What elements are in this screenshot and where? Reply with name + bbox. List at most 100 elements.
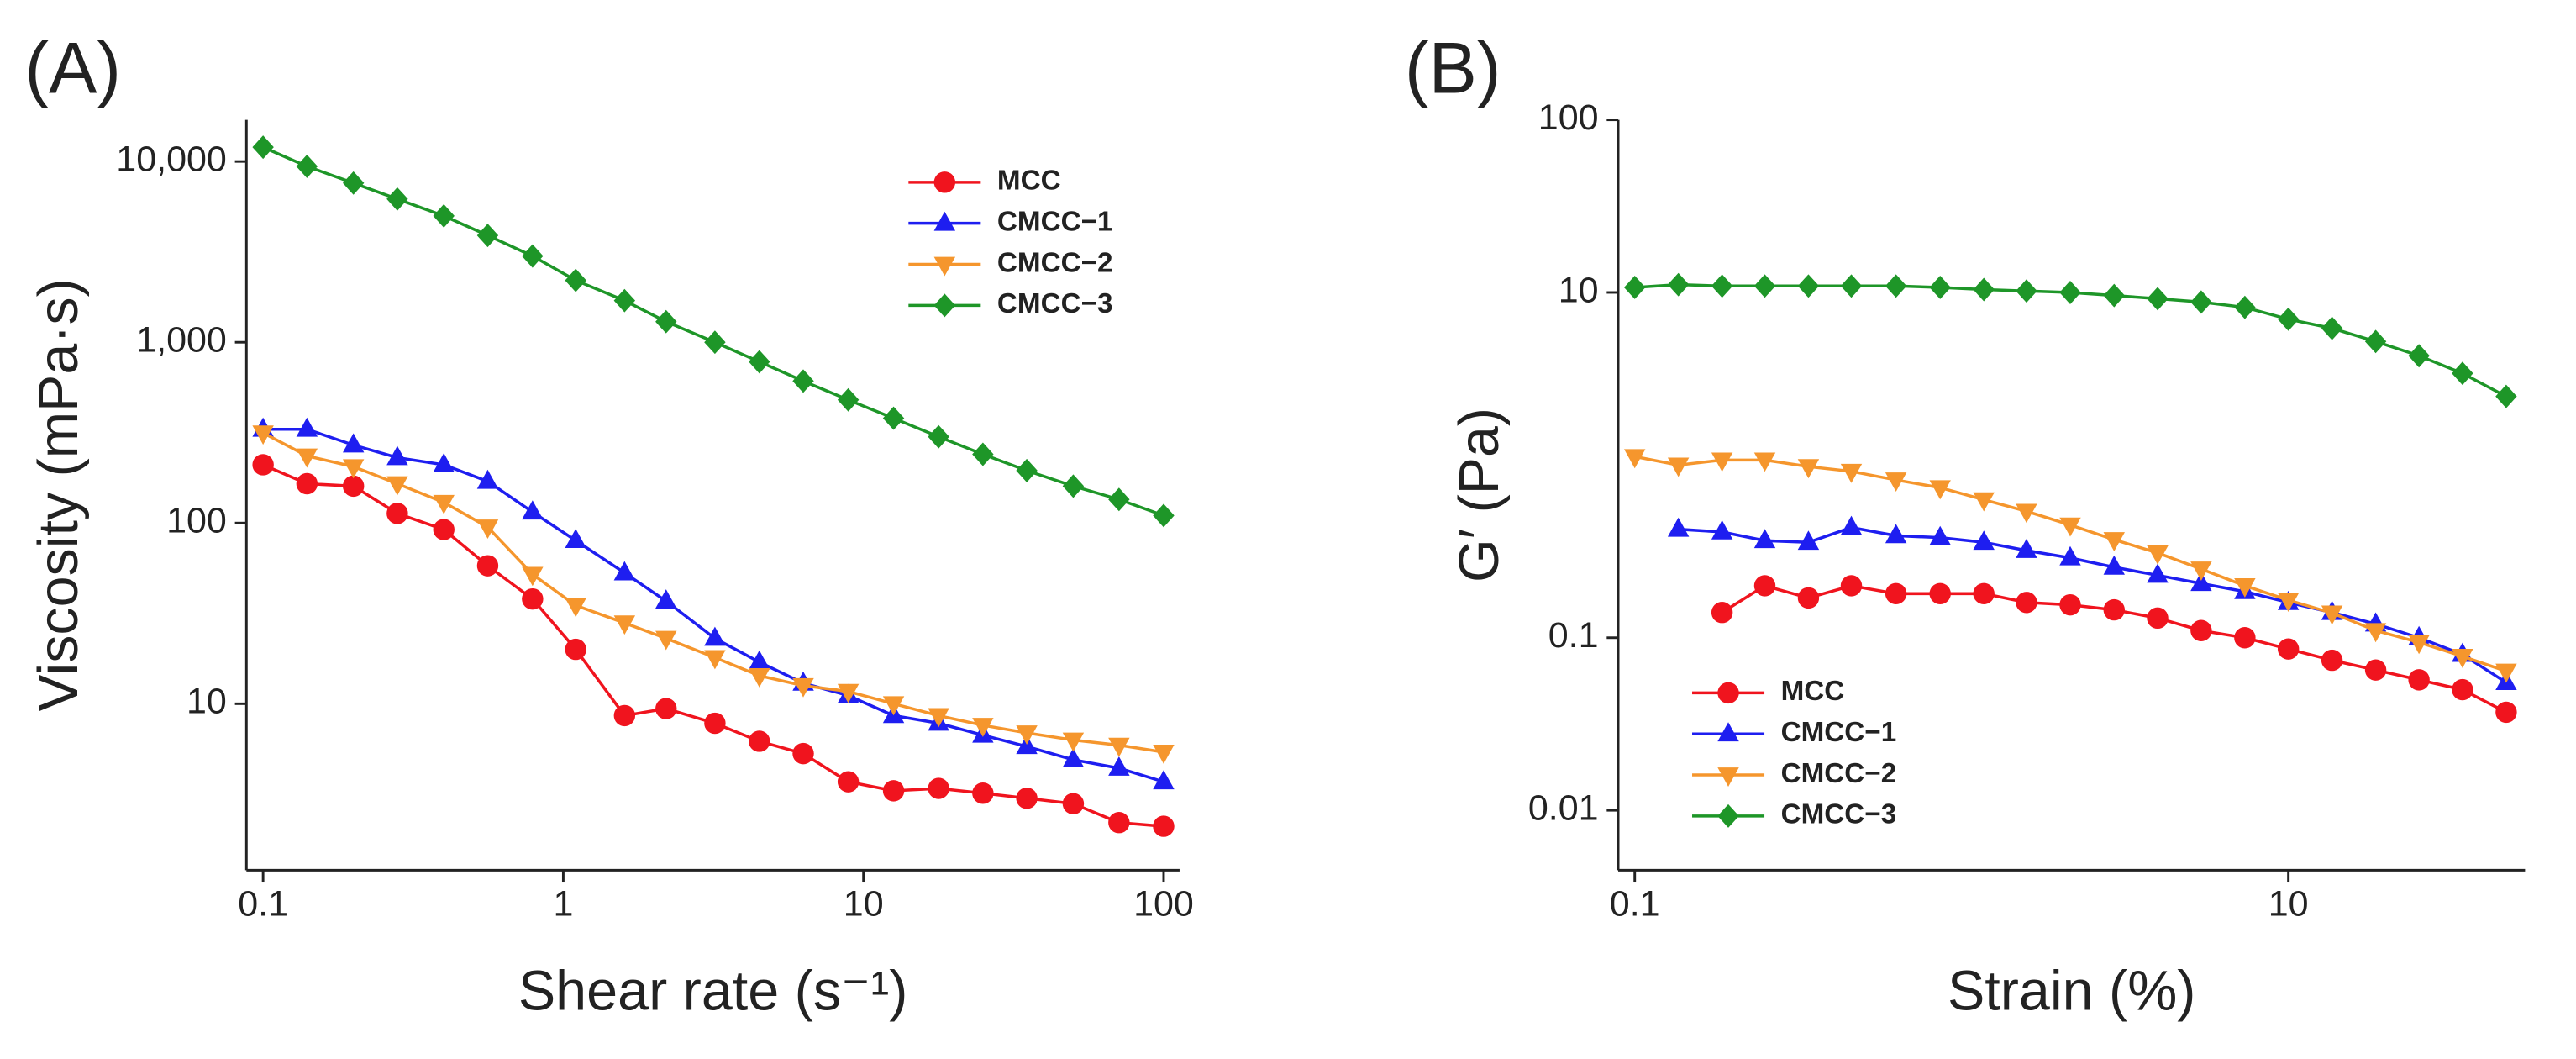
y-tick-label: 0.1 bbox=[1548, 615, 1599, 656]
marker bbox=[928, 708, 949, 728]
marker bbox=[655, 309, 677, 334]
x-tick-label: 10 bbox=[2268, 884, 2309, 925]
y-tick-label: 10 bbox=[187, 682, 227, 722]
marker bbox=[704, 712, 726, 735]
marker bbox=[882, 780, 905, 802]
marker bbox=[1062, 747, 1085, 767]
marker bbox=[2277, 593, 2300, 613]
marker bbox=[655, 630, 677, 651]
marker bbox=[252, 425, 274, 445]
marker bbox=[1840, 575, 1863, 597]
marker bbox=[2277, 638, 2300, 660]
marker bbox=[2190, 619, 2212, 641]
marker bbox=[1973, 530, 1995, 551]
marker bbox=[972, 442, 994, 466]
marker bbox=[613, 561, 636, 581]
y-tick-label: 10,000 bbox=[116, 140, 227, 180]
marker bbox=[2147, 563, 2169, 583]
marker bbox=[1153, 744, 1175, 764]
series-line bbox=[1678, 525, 2507, 684]
marker bbox=[704, 650, 726, 670]
marker bbox=[2059, 545, 2081, 566]
panel-label: (A) bbox=[24, 29, 121, 109]
marker bbox=[342, 433, 365, 453]
marker bbox=[2234, 627, 2256, 649]
marker bbox=[2408, 635, 2430, 655]
marker bbox=[2059, 593, 2081, 616]
marker bbox=[2147, 287, 2169, 311]
y-axis-label: G′ (Pa) bbox=[1448, 408, 1511, 582]
marker bbox=[1885, 524, 1907, 544]
marker bbox=[386, 476, 408, 496]
marker bbox=[2016, 592, 2037, 614]
x-tick-label: 10 bbox=[844, 884, 884, 925]
marker bbox=[386, 503, 408, 524]
marker bbox=[613, 615, 636, 635]
marker bbox=[296, 472, 318, 495]
marker bbox=[837, 771, 860, 793]
marker bbox=[565, 638, 586, 661]
marker bbox=[704, 330, 726, 355]
marker bbox=[1711, 452, 1733, 472]
marker bbox=[1108, 812, 1130, 834]
marker bbox=[1108, 756, 1130, 776]
marker bbox=[2103, 532, 2125, 552]
marker bbox=[433, 203, 455, 228]
marker bbox=[1016, 788, 1038, 809]
marker bbox=[1711, 274, 1733, 298]
marker bbox=[1840, 463, 1863, 483]
marker bbox=[2364, 623, 2387, 643]
legend-label: CMCC−3 bbox=[1781, 799, 1897, 830]
marker bbox=[2452, 361, 2473, 386]
marker bbox=[1929, 275, 1951, 299]
marker bbox=[2190, 572, 2212, 592]
panel-label: (B) bbox=[1405, 29, 1501, 109]
marker bbox=[1797, 587, 1820, 609]
marker bbox=[2495, 384, 2517, 408]
marker bbox=[1885, 472, 1907, 493]
marker bbox=[882, 406, 905, 430]
x-tick-label: 1 bbox=[553, 884, 573, 925]
marker bbox=[933, 211, 956, 231]
marker bbox=[1753, 529, 1776, 549]
marker bbox=[433, 519, 455, 540]
marker bbox=[2016, 503, 2037, 524]
marker bbox=[2234, 578, 2256, 598]
marker bbox=[972, 782, 994, 804]
marker bbox=[2059, 281, 2081, 304]
marker bbox=[933, 293, 956, 318]
marker bbox=[1711, 519, 1733, 540]
marker bbox=[1840, 274, 1863, 298]
marker bbox=[2103, 598, 2125, 621]
marker bbox=[433, 494, 455, 514]
marker bbox=[2364, 659, 2387, 681]
marker bbox=[2364, 329, 2387, 354]
marker bbox=[792, 677, 814, 698]
marker bbox=[2016, 279, 2037, 303]
marker bbox=[1885, 582, 1907, 605]
marker bbox=[1885, 274, 1907, 298]
marker bbox=[655, 589, 677, 609]
marker bbox=[837, 683, 860, 703]
marker bbox=[433, 453, 455, 472]
x-tick-label: 0.1 bbox=[1610, 884, 1660, 925]
marker bbox=[749, 668, 770, 688]
marker bbox=[1711, 602, 1733, 624]
marker bbox=[2408, 669, 2430, 691]
marker bbox=[1153, 770, 1175, 790]
marker bbox=[252, 454, 274, 476]
y-tick-label: 0.01 bbox=[1528, 788, 1599, 828]
marker bbox=[704, 626, 726, 646]
marker bbox=[2408, 344, 2430, 368]
marker bbox=[2147, 607, 2169, 630]
marker bbox=[1973, 492, 1995, 512]
legend-label: MCC bbox=[997, 166, 1061, 197]
marker bbox=[1717, 767, 1739, 788]
marker bbox=[1108, 737, 1130, 757]
legend-label: CMCC−1 bbox=[997, 206, 1113, 237]
marker bbox=[2452, 678, 2473, 701]
marker bbox=[296, 154, 318, 178]
x-tick-label: 0.1 bbox=[238, 884, 288, 925]
marker bbox=[1153, 503, 1175, 528]
